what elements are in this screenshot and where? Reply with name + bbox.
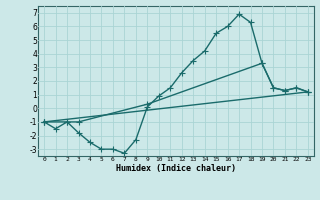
X-axis label: Humidex (Indice chaleur): Humidex (Indice chaleur) (116, 164, 236, 173)
